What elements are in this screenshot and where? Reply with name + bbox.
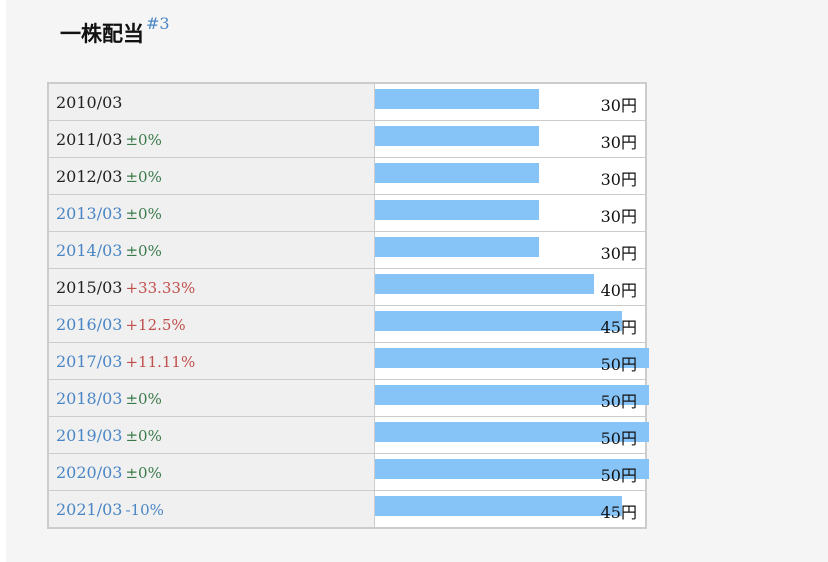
bar-cell: 45円	[374, 490, 647, 529]
fiscal-year[interactable]: 2019/03	[56, 425, 123, 445]
bar-cell: 50円	[374, 416, 649, 454]
dividend-row: 2012/03 ±0% 30円	[47, 157, 647, 195]
dividend-row: 2016/03 +12.5% 45円	[47, 305, 647, 343]
bar-cell: 30円	[374, 231, 647, 269]
fiscal-year[interactable]: 2018/03	[56, 388, 123, 408]
dividend-value: 30円	[600, 133, 637, 152]
fiscal-year[interactable]: 2014/03	[56, 240, 123, 260]
section-title: 一株配当 #3	[60, 14, 170, 48]
dividend-bar	[375, 311, 622, 331]
year-cell: 2014/03 ±0%	[47, 231, 375, 269]
bar-cell: 30円	[374, 120, 647, 158]
dividend-row: 2015/03 +33.33% 40円	[47, 268, 647, 306]
fiscal-year[interactable]: 2013/03	[56, 203, 123, 223]
dividend-row: 2017/03 +11.11% 50円	[47, 342, 649, 380]
dividend-row: 2020/03 ±0% 50円	[47, 453, 649, 491]
dividend-value: 30円	[600, 244, 637, 263]
dividend-row: 2019/03 ±0% 50円	[47, 416, 649, 454]
change-percent: ±0%	[125, 463, 162, 482]
fiscal-year[interactable]: 2020/03	[56, 462, 123, 482]
bar-cell: 40円	[374, 268, 647, 306]
dividend-value: 30円	[600, 96, 637, 115]
dividend-value: 30円	[600, 170, 637, 189]
bar-cell: 50円	[374, 379, 649, 417]
dividend-bar	[375, 496, 622, 516]
dividend-bar	[375, 385, 649, 405]
bar-cell: 50円	[374, 453, 649, 491]
bar-cell: 45円	[374, 305, 647, 343]
dividend-row: 2021/03 -10% 45円	[47, 490, 647, 529]
change-percent: ±0%	[125, 130, 162, 149]
title-text: 一株配当	[60, 21, 144, 46]
change-percent: +11.11%	[125, 352, 196, 371]
year-cell: 2016/03 +12.5%	[47, 305, 375, 343]
dividend-value: 50円	[600, 429, 637, 448]
fiscal-year: 2011/03	[56, 129, 123, 149]
fiscal-year[interactable]: 2017/03	[56, 351, 123, 371]
dividend-value: 50円	[600, 392, 637, 411]
change-percent: ±0%	[125, 204, 162, 223]
year-cell: 2017/03 +11.11%	[47, 342, 375, 380]
change-percent: -10%	[125, 500, 164, 519]
bar-cell: 30円	[374, 194, 647, 232]
fiscal-year[interactable]: 2016/03	[56, 314, 123, 334]
dividend-bar	[375, 348, 649, 368]
dividend-bar	[375, 422, 649, 442]
year-cell: 2013/03 ±0%	[47, 194, 375, 232]
change-percent: ±0%	[125, 241, 162, 260]
year-cell: 2020/03 ±0%	[47, 453, 375, 491]
bar-cell: 30円	[374, 82, 647, 121]
fiscal-year: 2010/03	[56, 92, 123, 112]
fiscal-year: 2015/03	[56, 277, 123, 297]
fiscal-year: 2012/03	[56, 166, 123, 186]
year-cell: 2018/03 ±0%	[47, 379, 375, 417]
dividend-row: 2013/03 ±0% 30円	[47, 194, 647, 232]
year-cell: 2011/03 ±0%	[47, 120, 375, 158]
year-cell: 2019/03 ±0%	[47, 416, 375, 454]
dividend-bar	[375, 274, 594, 294]
dividend-rows: 2010/03 30円 2011/03 ±0% 30円 2012/03 ±0% 30円 2013…	[47, 82, 649, 529]
year-cell: 2015/03 +33.33%	[47, 268, 375, 306]
dividend-value: 50円	[600, 466, 637, 485]
change-percent: ±0%	[125, 167, 162, 186]
dividend-bar	[375, 459, 649, 479]
dividend-table: 2010/03 30円 2011/03 ±0% 30円 2012/03 ±0% 30円 2013…	[47, 82, 649, 529]
dividend-value: 30円	[600, 207, 637, 226]
dividend-value: 50円	[600, 355, 637, 374]
fiscal-year[interactable]: 2021/03	[56, 499, 123, 519]
change-percent: ±0%	[125, 389, 162, 408]
year-cell: 2021/03 -10%	[47, 490, 375, 529]
dividend-value: 40円	[600, 281, 637, 300]
dividend-row: 2018/03 ±0% 50円	[47, 379, 649, 417]
dividend-bar	[375, 89, 539, 109]
dividend-bar	[375, 237, 539, 257]
change-percent: ±0%	[125, 426, 162, 445]
dividend-bar	[375, 200, 539, 220]
bar-cell: 30円	[374, 157, 647, 195]
dividend-value: 45円	[600, 318, 637, 337]
year-cell: 2010/03	[47, 82, 375, 121]
dividend-row: 2011/03 ±0% 30円	[47, 120, 647, 158]
change-percent: +33.33%	[125, 278, 196, 297]
footnote-link[interactable]: #3	[146, 14, 170, 33]
change-percent: +12.5%	[125, 315, 186, 334]
dividend-bar	[375, 126, 539, 146]
dividend-bar	[375, 163, 539, 183]
dividend-value: 45円	[600, 503, 637, 522]
dividend-row: 2010/03 30円	[47, 82, 647, 121]
dividend-row: 2014/03 ±0% 30円	[47, 231, 647, 269]
year-cell: 2012/03 ±0%	[47, 157, 375, 195]
bar-cell: 50円	[374, 342, 649, 380]
